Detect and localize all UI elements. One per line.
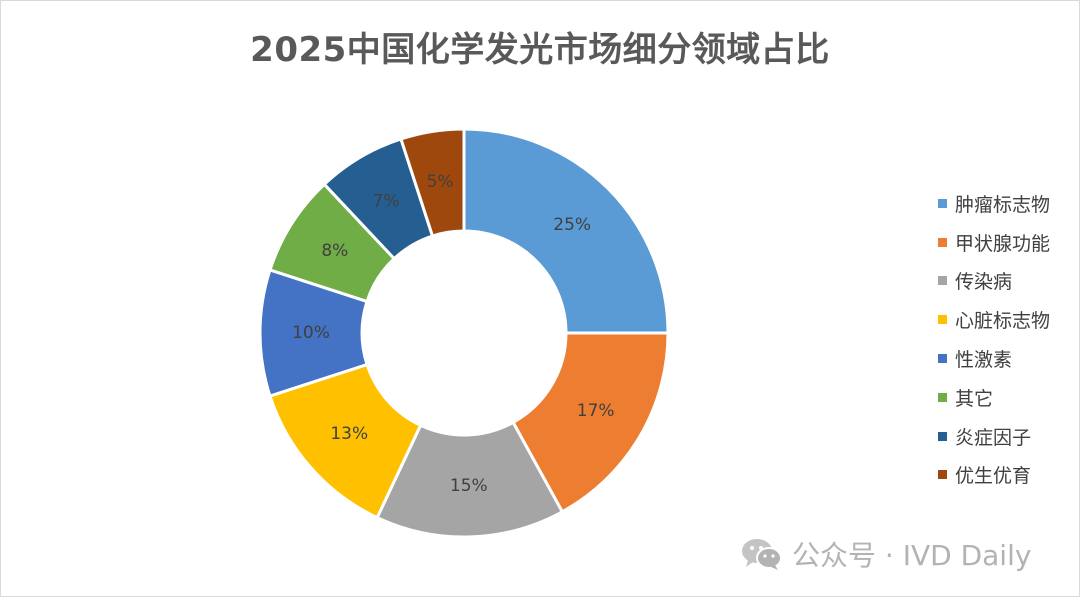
legend-swatch (938, 237, 947, 247)
chart-legend: 肿瘤标志物 甲状腺功能 传染病 心脏标志物 性激素 其它 炎症因子 优生优育 (938, 184, 1050, 494)
legend-swatch (938, 198, 947, 208)
legend-swatch (938, 354, 947, 364)
legend-item: 优生优育 (938, 456, 1050, 495)
slice-data-label: 25% (553, 215, 591, 235)
slice-data-label: 8% (321, 241, 348, 261)
legend-label: 传染病 (955, 271, 1013, 294)
legend-item: 心脏标志物 (938, 300, 1050, 339)
donut-slice (375, 420, 565, 539)
legend-swatch (938, 315, 947, 325)
slice-data-label: 7% (373, 191, 400, 211)
slice-data-label: 10% (292, 323, 330, 343)
donut-slice (399, 127, 466, 238)
watermark: 公众号 · IVD Daily (740, 534, 1031, 574)
legend-label: 心脏标志物 (955, 310, 1051, 333)
donut-slice (462, 127, 670, 335)
chart-title: 2025中国化学发光市场细分领域占比 (250, 30, 830, 70)
slice-data-label: 5% (427, 172, 454, 192)
slice-data-label: 17% (577, 401, 615, 421)
legend-item: 肿瘤标志物 (938, 184, 1050, 223)
legend-item: 传染病 (938, 262, 1050, 301)
legend-item: 性激素 (938, 339, 1050, 378)
slice-data-label: 15% (450, 476, 488, 496)
legend-item: 甲状腺功能 (938, 223, 1050, 262)
legend-swatch (938, 431, 947, 441)
legend-label: 甲状腺功能 (955, 232, 1051, 255)
wechat-icon (742, 539, 782, 570)
legend-label: 优生优育 (955, 465, 1032, 488)
slice-data-label: 13% (330, 424, 368, 444)
donut-slice (511, 331, 670, 514)
legend-swatch (938, 392, 947, 402)
legend-label: 性激素 (955, 349, 1013, 372)
legend-label: 肿瘤标志物 (955, 193, 1051, 216)
watermark-text: 公众号 · IVD Daily (792, 539, 1032, 572)
legend-item: 其它 (938, 378, 1050, 417)
legend-label: 其它 (955, 387, 994, 410)
legend-item: 炎症因子 (938, 417, 1050, 456)
legend-swatch (938, 470, 947, 480)
legend-swatch (938, 276, 947, 286)
legend-label: 炎症因子 (955, 426, 1032, 449)
